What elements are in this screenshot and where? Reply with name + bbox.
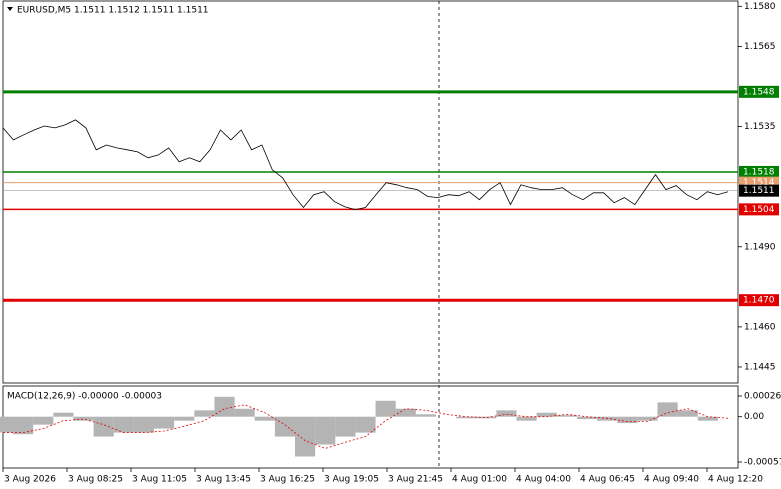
macd-bar xyxy=(33,416,54,425)
macd-bar xyxy=(637,416,658,421)
signal-line xyxy=(3,404,729,449)
macd-bar xyxy=(113,416,134,433)
macd-bar xyxy=(254,416,275,421)
macd-bar xyxy=(536,412,557,417)
macd-bar xyxy=(274,416,296,437)
x-tick-label: 3 Aug 11:05 xyxy=(132,475,187,485)
y-tick-label: 1.1490 xyxy=(744,242,776,252)
level-label: 1.1514 xyxy=(743,178,775,188)
y-tick-label: -0.00057 xyxy=(744,458,781,468)
level-label: 1.1504 xyxy=(743,205,775,215)
level-label-box xyxy=(739,294,779,307)
x-tick-label: 3 Aug 13:45 xyxy=(196,475,251,485)
macd-bar xyxy=(174,416,195,421)
level-label: 1.1518 xyxy=(743,167,775,177)
macd-bar xyxy=(677,410,698,417)
level-label: 1.1511 xyxy=(743,186,775,196)
y-tick-label: 0.00026 xyxy=(744,392,781,402)
y-tick-label: 1.1535 xyxy=(744,122,776,132)
x-tick-label: 3 Aug 16:25 xyxy=(260,475,315,485)
macd-bar xyxy=(93,416,114,437)
x-tick-label: 3 Aug 19:05 xyxy=(324,475,379,485)
level-label-box xyxy=(739,165,779,178)
macd-bar xyxy=(73,416,94,421)
x-tick-label: 4 Aug 04:00 xyxy=(516,475,571,485)
macd-bar xyxy=(335,416,356,437)
macd-bar xyxy=(214,396,235,417)
macd-bar xyxy=(0,416,14,433)
x-tick-label: 4 Aug 01:00 xyxy=(452,475,507,485)
macd-bar xyxy=(516,416,537,421)
macd-bar xyxy=(395,408,416,417)
macd-bar xyxy=(295,416,316,457)
price-title: EURUSD,M5 1.1511 1.1512 1.1511 1.1511 xyxy=(17,6,209,16)
x-tick-label: 4 Aug 06:45 xyxy=(580,475,635,485)
price-line xyxy=(2,119,729,211)
level-label-box xyxy=(739,184,779,197)
level-label: 1.1470 xyxy=(743,296,775,306)
macd-bar xyxy=(556,415,577,417)
macd-bar xyxy=(415,414,436,417)
y-tick-label: 1.1460 xyxy=(744,322,776,332)
level-label-box xyxy=(739,203,779,216)
x-tick-label: 4 Aug 12:20 xyxy=(708,475,763,485)
macd-bar xyxy=(617,416,638,424)
macd-bar xyxy=(375,400,396,417)
macd-bar xyxy=(53,412,74,417)
macd-bar xyxy=(234,408,255,417)
macd-bar xyxy=(496,410,517,417)
x-tick-label: 3 Aug 08:25 xyxy=(68,475,123,485)
macd-bar xyxy=(576,416,598,420)
y-tick-label: 1.1580 xyxy=(744,2,776,12)
level-label: 1.1548 xyxy=(743,87,775,97)
macd-bar xyxy=(456,416,477,419)
macd-bar xyxy=(355,416,376,433)
macd-bar xyxy=(13,416,34,435)
level-label-box xyxy=(739,85,779,98)
macd-bar xyxy=(154,416,175,429)
macd-bar xyxy=(697,416,718,421)
menu-arrow xyxy=(7,7,13,11)
macd-bar xyxy=(657,402,678,417)
x-tick-label: 4 Aug 09:40 xyxy=(644,475,699,485)
y-tick-label: 1.1445 xyxy=(744,362,776,372)
x-tick-label: 3 Aug 21:45 xyxy=(388,475,443,485)
macd-bar xyxy=(476,416,497,419)
x-tick-label: 3 Aug 2026 xyxy=(4,475,56,485)
macd-bar xyxy=(315,416,336,445)
macd-title: MACD(12,26,9) -0.00000 -0.00003 xyxy=(7,392,162,402)
y-tick-label: 1.1565 xyxy=(744,42,776,52)
price-panel xyxy=(2,0,739,384)
macd-bar xyxy=(133,416,155,433)
macd-bar xyxy=(194,410,215,417)
y-tick-label: 0.00 xyxy=(744,412,764,422)
